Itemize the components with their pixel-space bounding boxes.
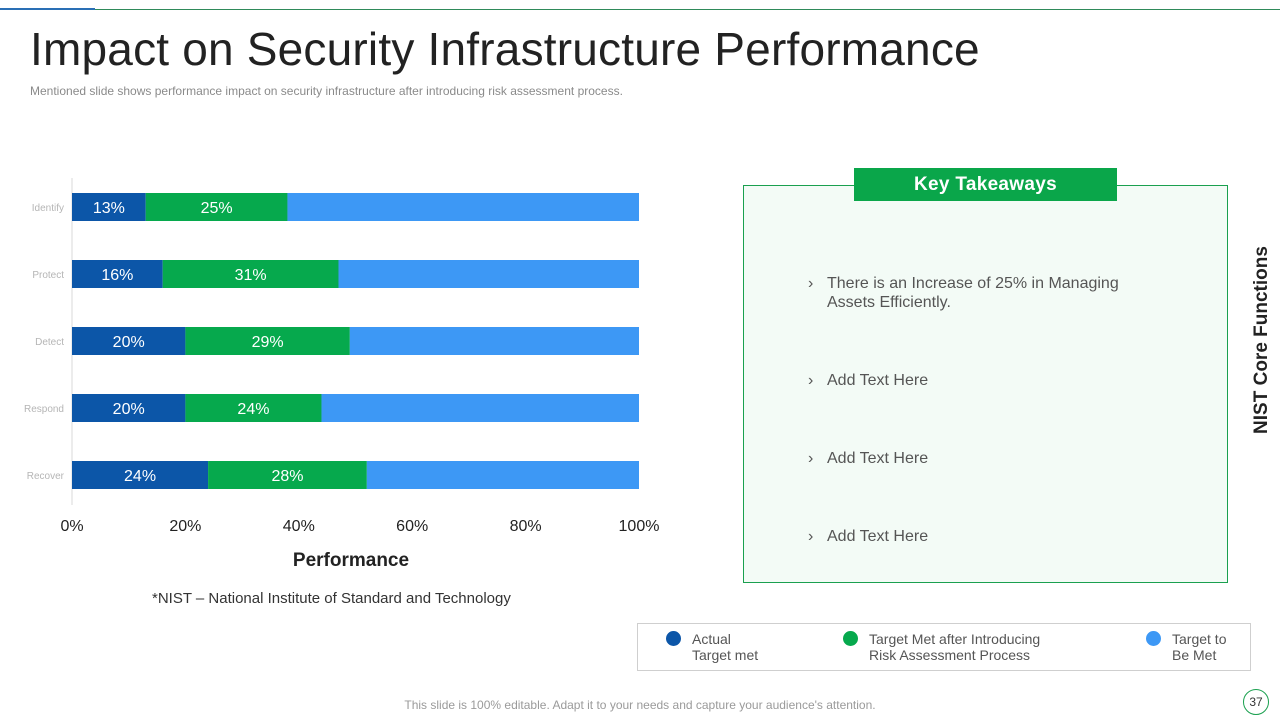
data-label: 24% [237,401,269,418]
legend-label-line1: Actual [692,631,731,647]
takeaway-text: Add Text Here [827,528,929,545]
bar-segment [72,394,186,422]
x-tick-label: 100% [619,518,660,535]
stacked-bar-chart: Identify 13% 25% Protect 16% 31% Detect 20% 29% R… [24,178,660,571]
takeaway-item: › Add Text Here [808,527,1138,546]
bar-segment [145,193,288,221]
bar-segment [72,461,209,489]
data-label: 20% [113,401,145,418]
legend-item-target-met: Target Met after Introducing Risk Assess… [843,631,1040,663]
bar-segment [208,461,367,489]
x-tick-label: 0% [60,518,83,535]
bar-segment [162,260,339,288]
legend-label-line2: Be Met [1172,647,1217,663]
data-label: 25% [201,200,233,217]
legend-item-target-to-be-met: Target to Be Met [1146,631,1226,663]
data-label: 29% [252,334,284,351]
data-label: 16% [101,267,133,284]
nist-footnote: *NIST – National Institute of Standard a… [152,590,511,607]
key-takeaways-panel [743,185,1228,583]
legend-swatch [666,631,681,646]
key-takeaways-header: Key Takeaways [854,168,1117,201]
category-label: Protect [32,270,64,281]
category-label: Detect [35,337,64,348]
chart-legend: Actual Target met Target Met after Intro… [637,623,1251,671]
bar-segment [72,193,146,221]
bar-segment [72,260,163,288]
takeaway-text: Add Text Here [827,450,929,467]
legend-swatch [843,631,858,646]
data-label: 20% [113,334,145,351]
data-label: 31% [235,267,267,284]
bar-segment [185,327,350,355]
data-label: 13% [93,200,125,217]
top-accent-bar [0,8,95,10]
bar-segment [287,193,639,221]
chevron-right-icon: › [808,528,814,545]
bar-segment [185,394,322,422]
chevron-right-icon: › [808,450,814,467]
bar-segment [349,327,639,355]
slide-subtitle: Mentioned slide shows performance impact… [30,84,623,98]
chevron-right-icon: › [808,275,814,292]
legend-item-actual: Actual Target met [666,631,758,663]
x-tick-label: 40% [283,518,315,535]
nist-core-functions-label: NIST Core Functions [1251,246,1272,434]
editable-note: This slide is 100% editable. Adapt it to… [404,698,876,712]
chevron-right-icon: › [808,372,814,389]
category-label: Recover [27,471,65,482]
x-axis-title: Performance [293,550,409,571]
legend-label-line1: Target Met after Introducing [869,631,1041,647]
legend-swatch [1146,631,1161,646]
legend-label-line2: Target met [692,647,759,663]
takeaway-text: Add Text Here [827,372,929,389]
page-number: 37 [1243,689,1269,715]
takeaway-item: › Add Text Here [808,371,1138,390]
takeaway-item: › Add Text Here [808,449,1138,468]
bar-segment [72,327,186,355]
bar-segment [321,394,639,422]
bar-segment [338,260,639,288]
x-tick-label: 60% [396,518,428,535]
bar-segment [366,461,639,489]
x-tick-label: 20% [169,518,201,535]
legend-label-line1: Target to [1172,631,1227,647]
data-label: 28% [271,468,303,485]
takeaway-text: There is an Increase of 25% in Managing … [827,275,1119,311]
takeaway-item: › There is an Increase of 25% in Managin… [808,274,1138,312]
top-divider [0,9,1280,10]
category-label: Identify [32,203,64,214]
slide-title: Impact on Security Infrastructure Perfor… [30,23,980,75]
legend-label-line2: Risk Assessment Process [869,647,1031,663]
x-tick-label: 80% [510,518,542,535]
data-label: 24% [124,468,156,485]
category-label: Respond [24,404,64,415]
